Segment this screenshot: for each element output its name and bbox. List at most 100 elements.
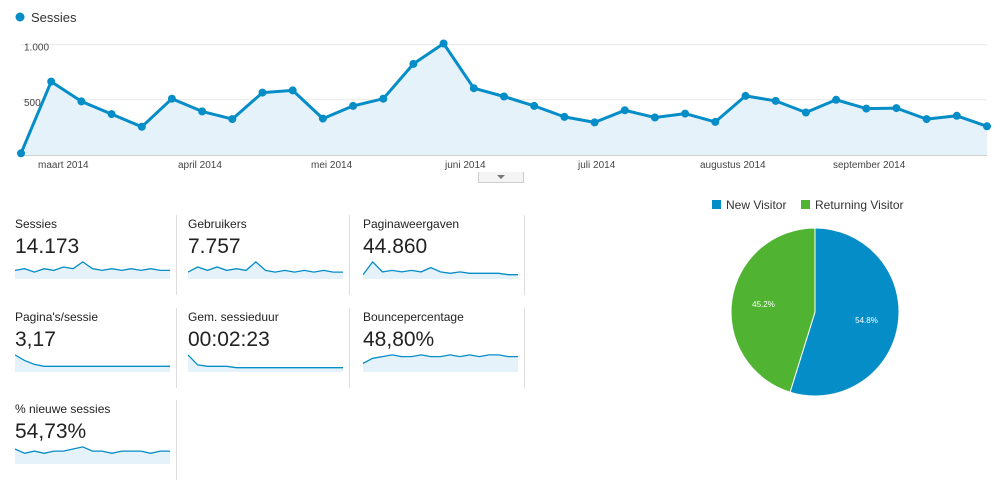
metric-gebruikers[interactable]: Gebruikers 7.757 bbox=[188, 215, 350, 295]
y-tick-label: 1.000 bbox=[24, 43, 49, 54]
metric-label: Paginaweergaven bbox=[363, 217, 460, 231]
pie-legend-marker-new bbox=[712, 200, 721, 209]
sessions-line-chart: Sessies 500 1.000 maart 2014 april 2014 mei… bbox=[15, 10, 991, 171]
data-point[interactable] bbox=[681, 109, 690, 118]
sparkline-line bbox=[188, 354, 343, 369]
metric-sparkline bbox=[188, 354, 343, 372]
y-tick-label: 500 bbox=[24, 98, 41, 109]
x-tick-label: september 2014 bbox=[833, 160, 906, 171]
data-point[interactable] bbox=[318, 114, 327, 123]
data-point[interactable] bbox=[711, 117, 720, 126]
chart-collapse-toggle[interactable] bbox=[478, 172, 524, 183]
metric-paginas-per-sessie[interactable]: Pagina's/sessie 3,17 bbox=[15, 308, 177, 388]
data-point[interactable] bbox=[469, 84, 478, 93]
metric-sessies[interactable]: Sessies 14.173 bbox=[15, 215, 177, 295]
metric-divider bbox=[176, 308, 177, 388]
metric-value: 00:02:23 bbox=[188, 328, 270, 351]
metric-value: 44.860 bbox=[363, 235, 428, 258]
pie-legend-label-new: New Visitor bbox=[726, 198, 786, 212]
data-point[interactable] bbox=[77, 97, 86, 106]
data-point[interactable] bbox=[17, 149, 25, 158]
metric-value: 7.757 bbox=[188, 235, 241, 258]
data-point[interactable] bbox=[650, 113, 659, 122]
data-point[interactable] bbox=[530, 101, 539, 110]
data-point[interactable] bbox=[500, 92, 508, 101]
sparkline-area bbox=[363, 261, 518, 279]
sparkline-area bbox=[363, 354, 518, 372]
sparkline-area bbox=[15, 354, 170, 372]
data-point[interactable] bbox=[228, 115, 237, 124]
metric-sparkline bbox=[15, 354, 170, 372]
metric-sparkline bbox=[363, 354, 518, 372]
data-point[interactable] bbox=[439, 39, 448, 48]
pie-slice[interactable] bbox=[789, 227, 900, 397]
data-point[interactable] bbox=[620, 106, 629, 115]
x-tick-label: augustus 2014 bbox=[700, 160, 766, 171]
data-point[interactable] bbox=[409, 59, 418, 68]
x-tick-label: maart 2014 bbox=[38, 160, 89, 171]
sparkline-line bbox=[15, 261, 170, 273]
metric-nieuwe-sessies[interactable]: % nieuwe sessies 54,73% bbox=[15, 400, 177, 480]
pie-legend-marker-returning bbox=[801, 200, 810, 209]
metric-label: Sessies bbox=[15, 217, 58, 231]
data-point[interactable] bbox=[258, 88, 267, 97]
metric-value: 3,17 bbox=[15, 328, 56, 351]
data-point[interactable] bbox=[379, 94, 388, 103]
visitor-pie-chart: New Visitor Returning Visitor 54.8% 45.2% bbox=[712, 198, 904, 397]
metric-bouncepercentage[interactable]: Bouncepercentage 48,80% bbox=[363, 308, 525, 388]
sparkline-line bbox=[363, 261, 518, 276]
point-layer bbox=[17, 39, 991, 158]
metric-gem-sessieduur[interactable]: Gem. sessieduur 00:02:23 bbox=[188, 308, 350, 388]
metric-label: % nieuwe sessies bbox=[15, 402, 111, 416]
sparkline-area bbox=[15, 446, 170, 464]
metric-label: Bouncepercentage bbox=[363, 310, 464, 324]
x-axis-ticks: maart 2014 april 2014 mei 2014 juni 2014 jul… bbox=[38, 160, 906, 171]
x-tick-label: april 2014 bbox=[178, 160, 222, 171]
metric-divider bbox=[349, 215, 350, 295]
pie-slice[interactable] bbox=[730, 227, 816, 393]
data-point[interactable] bbox=[922, 115, 931, 124]
sparkline-area bbox=[188, 354, 343, 372]
data-point[interactable] bbox=[983, 122, 991, 131]
sparkline-line bbox=[188, 261, 343, 273]
data-point[interactable] bbox=[198, 107, 207, 116]
data-point[interactable] bbox=[771, 96, 780, 105]
data-point[interactable] bbox=[832, 95, 841, 104]
data-point[interactable] bbox=[47, 77, 56, 86]
data-point[interactable] bbox=[137, 122, 146, 131]
data-point[interactable] bbox=[952, 111, 961, 120]
metric-label: Gebruikers bbox=[188, 217, 247, 231]
pie-slice-label: 45.2% bbox=[752, 300, 775, 309]
metric-sparkline bbox=[15, 261, 170, 279]
legend-label-sessies: Sessies bbox=[31, 10, 77, 25]
metric-value: 14.173 bbox=[15, 235, 80, 258]
data-point[interactable] bbox=[349, 101, 358, 110]
metric-paginaweergaven[interactable]: Paginaweergaven 44.860 bbox=[363, 215, 525, 295]
metric-divider bbox=[524, 215, 525, 295]
metric-label: Pagina's/sessie bbox=[15, 310, 99, 324]
data-point[interactable] bbox=[741, 91, 750, 100]
data-point[interactable] bbox=[560, 112, 569, 121]
pie-legend-label-returning: Returning Visitor bbox=[815, 198, 904, 212]
data-point[interactable] bbox=[862, 104, 871, 113]
data-point[interactable] bbox=[107, 110, 116, 119]
x-tick-label: mei 2014 bbox=[311, 160, 353, 171]
sparkline-line bbox=[363, 354, 518, 364]
sparkline-line bbox=[15, 354, 170, 367]
metric-value: 48,80% bbox=[363, 328, 435, 351]
metric-sparkline bbox=[188, 261, 343, 279]
data-point[interactable] bbox=[801, 108, 810, 117]
pie-slices: 54.8% 45.2% bbox=[730, 227, 900, 397]
data-point[interactable] bbox=[892, 104, 901, 113]
metric-divider bbox=[524, 308, 525, 388]
x-tick-label: juli 2014 bbox=[577, 160, 616, 171]
metric-value: 54,73% bbox=[15, 420, 87, 443]
metric-divider bbox=[176, 400, 177, 480]
legend-marker-sessies bbox=[15, 12, 25, 22]
sparkline-line bbox=[15, 446, 170, 454]
data-point[interactable] bbox=[590, 118, 599, 127]
data-point[interactable] bbox=[288, 86, 297, 95]
data-point[interactable] bbox=[167, 94, 176, 103]
metric-divider bbox=[349, 308, 350, 388]
pie-slice-label: 54.8% bbox=[855, 316, 878, 325]
